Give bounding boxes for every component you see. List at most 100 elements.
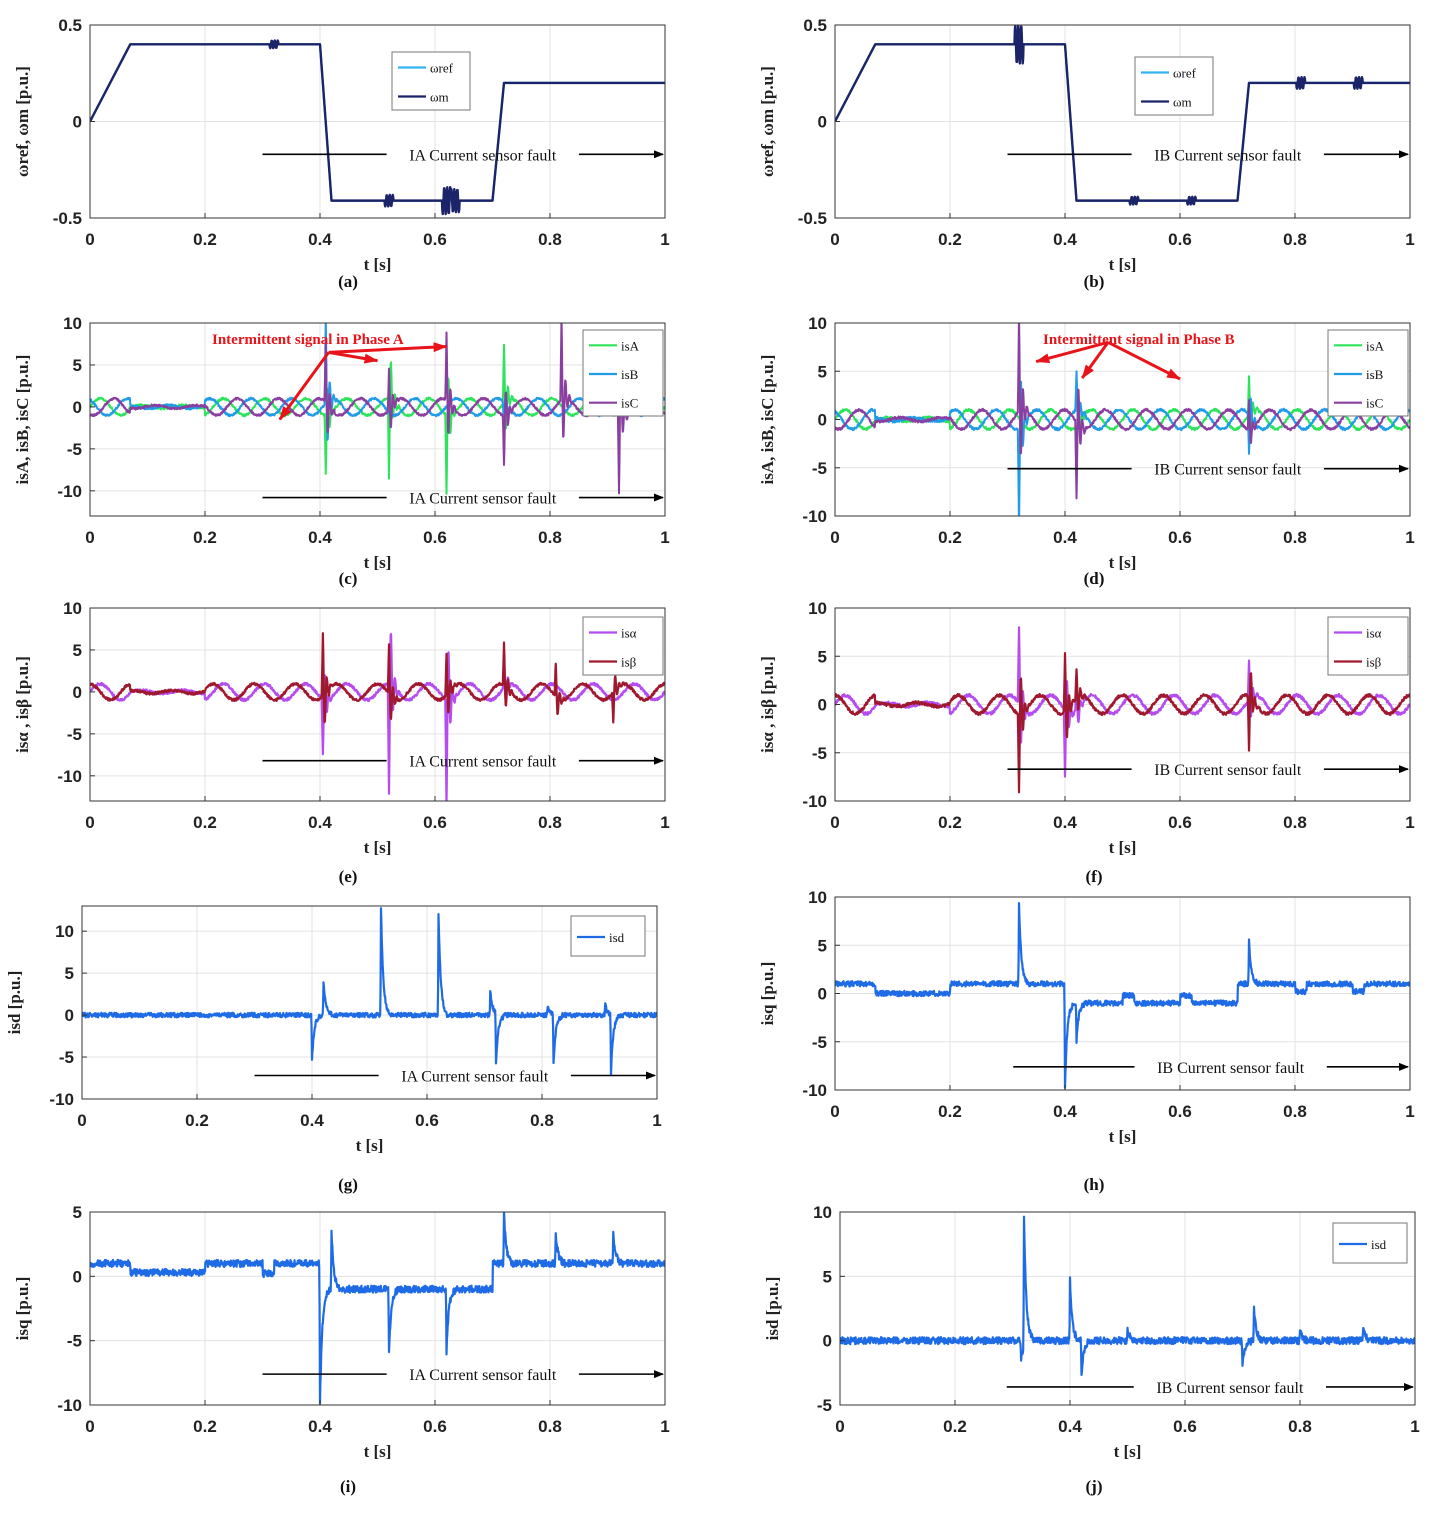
fault-label: IA Current sensor fault bbox=[409, 147, 557, 164]
legend: isα isβ bbox=[582, 616, 664, 676]
y-tick-label: 0 bbox=[73, 1267, 82, 1286]
y-tick-label: 0 bbox=[818, 411, 827, 430]
fault-label: IA Current sensor fault bbox=[401, 1069, 549, 1086]
panel-i: 0 0.2 0.4 0.6 0.8 1 -10 -5 0 5 t [s] isq [p.u.] (i) I… bbox=[13, 1203, 670, 1496]
annotation-text: Intermittent signal in Phase B bbox=[1043, 332, 1235, 348]
x-tick-label: 1 bbox=[660, 230, 669, 249]
panel-d: 0 0.2 0.4 0.6 0.8 1 -10 -5 0 5 10 t [s] isA, isB, is… bbox=[758, 314, 1415, 588]
x-axis-label: t [s] bbox=[364, 1442, 392, 1461]
y-tick-label: -5 bbox=[67, 440, 82, 459]
panel-f: 0 0.2 0.4 0.6 0.8 1 -10 -5 0 5 10 t [s] isα , isβ [p… bbox=[758, 599, 1415, 886]
y-tick-label: 0 bbox=[823, 1332, 832, 1351]
x-tick-label: 0.4 bbox=[308, 528, 332, 547]
y-tick-label: -0.5 bbox=[798, 209, 827, 228]
x-tick-label: 0.4 bbox=[1053, 813, 1077, 832]
y-tick-label: -10 bbox=[49, 1090, 74, 1109]
x-tick-label: 0.2 bbox=[938, 230, 962, 249]
intermittent-annotation: Intermittent signal in Phase A bbox=[212, 332, 448, 421]
y-axis-label: ωref, ωm [p.u.] bbox=[13, 66, 32, 177]
panel-caption: (j) bbox=[1086, 1477, 1103, 1496]
x-tick-label: 1 bbox=[652, 1111, 661, 1130]
x-tick-label: 1 bbox=[1405, 1102, 1414, 1121]
series-line bbox=[90, 323, 665, 441]
panel-h: 0 0.2 0.4 0.6 0.8 1 -10 -5 0 5 10 t [s] isq [p.u.] (h… bbox=[758, 888, 1415, 1194]
y-tick-label: -10 bbox=[57, 767, 82, 786]
panel-g: 0 0.2 0.4 0.6 0.8 1 -10 -5 0 5 10 t [s] isd [p.u.] (g… bbox=[5, 905, 662, 1194]
x-tick-label: 0.2 bbox=[185, 1111, 209, 1130]
panel-caption: (g) bbox=[338, 1175, 358, 1194]
x-axis-label: t [s] bbox=[1109, 553, 1137, 572]
y-tick-label: 0 bbox=[65, 1006, 74, 1025]
series-line bbox=[90, 39, 665, 216]
y-tick-label: -10 bbox=[802, 1081, 827, 1100]
annotation-arrow bbox=[1081, 341, 1110, 379]
legend-box bbox=[391, 51, 471, 111]
y-tick-label: 0 bbox=[73, 113, 82, 132]
y-axis-label: isα , isβ [p.u.] bbox=[13, 656, 32, 753]
y-tick-label: 5 bbox=[818, 362, 827, 381]
y-tick-label: 10 bbox=[808, 599, 827, 618]
x-tick-label: 0.4 bbox=[308, 813, 332, 832]
series-line bbox=[835, 370, 1410, 516]
legend-entry: isA bbox=[1366, 338, 1385, 353]
y-axis-label: isq [p.u.] bbox=[758, 962, 777, 1026]
x-tick-label: 0.2 bbox=[943, 1417, 967, 1436]
series-group bbox=[90, 1212, 665, 1405]
x-tick-label: 0.6 bbox=[415, 1111, 439, 1130]
x-tick-label: 0 bbox=[85, 1417, 94, 1436]
annotation-arrow bbox=[1035, 340, 1109, 364]
x-tick-label: 0.4 bbox=[1053, 230, 1077, 249]
series-line bbox=[90, 323, 665, 495]
legend-entry: isα bbox=[621, 626, 637, 641]
x-tick-label: 0.8 bbox=[1283, 230, 1307, 249]
annotation-arrow bbox=[1107, 340, 1181, 381]
series-group bbox=[835, 626, 1410, 794]
x-tick-label: 0.6 bbox=[1168, 1102, 1192, 1121]
y-tick-label: -10 bbox=[57, 1396, 82, 1415]
legend-entry: ωm bbox=[1173, 95, 1192, 110]
x-tick-label: 1 bbox=[1405, 230, 1414, 249]
x-tick-label: 0.4 bbox=[300, 1111, 324, 1130]
series-line bbox=[90, 633, 665, 801]
y-axis-label: isd [p.u.] bbox=[5, 971, 24, 1035]
y-tick-label: 0.5 bbox=[58, 16, 82, 35]
legend-entry: isβ bbox=[1366, 655, 1382, 670]
annotation-arrow bbox=[278, 351, 330, 421]
annotation-arrow bbox=[328, 350, 379, 364]
x-tick-label: 0.8 bbox=[1288, 1417, 1312, 1436]
series-group bbox=[82, 907, 657, 1076]
series-group bbox=[90, 323, 665, 495]
series-group bbox=[835, 902, 1410, 1089]
fault-label: IB Current sensor fault bbox=[1154, 762, 1302, 779]
series-line bbox=[82, 907, 657, 1076]
series-line bbox=[835, 652, 1410, 794]
legend-entry: isβ bbox=[621, 655, 637, 670]
x-axis-label: t [s] bbox=[1109, 255, 1137, 274]
x-tick-label: 0 bbox=[77, 1111, 86, 1130]
x-tick-label: 0.8 bbox=[1283, 813, 1307, 832]
legend-entry: isB bbox=[1366, 367, 1384, 382]
x-tick-label: 0.4 bbox=[1053, 1102, 1077, 1121]
y-tick-label: 10 bbox=[808, 888, 827, 907]
legend-entry: ωm bbox=[430, 90, 449, 105]
fault-label: IB Current sensor fault bbox=[1154, 147, 1302, 164]
x-tick-label: 0.2 bbox=[193, 528, 217, 547]
legend-entry: isC bbox=[621, 396, 638, 411]
series-line bbox=[835, 43, 1410, 202]
y-tick-label: -5 bbox=[812, 459, 827, 478]
y-tick-label: -0.5 bbox=[53, 209, 82, 228]
panel-caption: (f) bbox=[1086, 867, 1103, 886]
series-line bbox=[835, 902, 1410, 1089]
y-tick-label: -5 bbox=[817, 1396, 832, 1415]
x-tick-label: 0 bbox=[830, 1102, 839, 1121]
legend: ωref ωm bbox=[1134, 56, 1214, 116]
axes-box bbox=[89, 1211, 666, 1406]
legend-entry: isA bbox=[621, 338, 640, 353]
legend-box bbox=[1134, 56, 1214, 116]
x-tick-label: 0.4 bbox=[308, 1417, 332, 1436]
legend-box bbox=[582, 616, 664, 676]
y-axis-label: isA, isB, isC [p.u.] bbox=[758, 355, 777, 485]
panel-a: 0 0.2 0.4 0.6 0.8 1-0.500.5t [s]ωref, ωm [p.u… bbox=[13, 16, 670, 291]
legend-entry: isd bbox=[609, 930, 625, 945]
